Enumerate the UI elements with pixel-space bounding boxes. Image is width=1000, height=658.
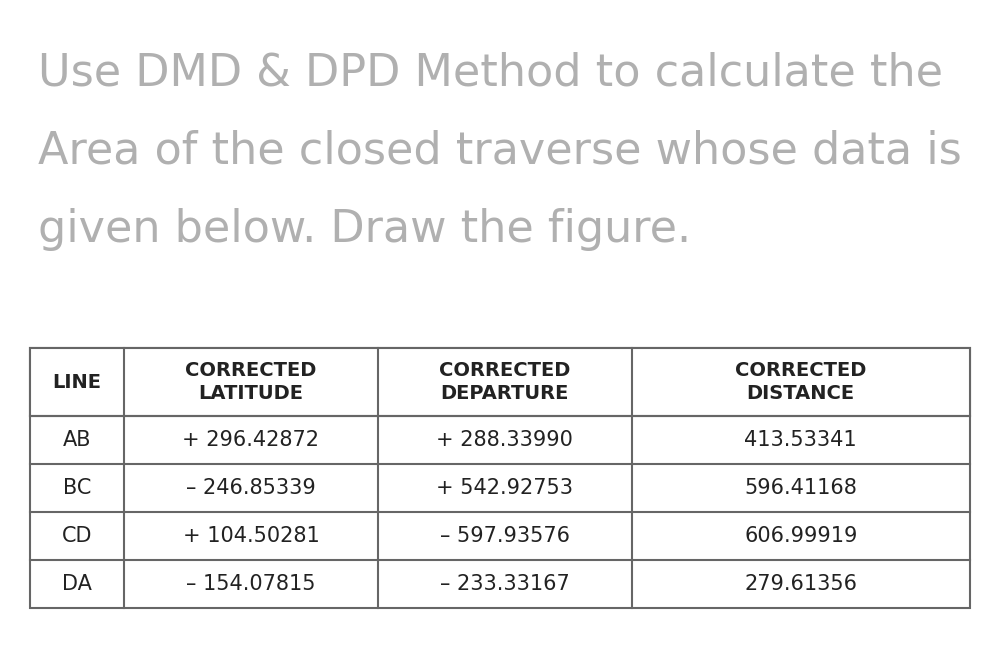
Text: LINE: LINE bbox=[52, 372, 102, 392]
Text: + 296.42872: + 296.42872 bbox=[182, 430, 319, 450]
Text: 413.53341: 413.53341 bbox=[744, 430, 857, 450]
Bar bbox=[30, 348, 970, 608]
Text: Area of the closed traverse whose data is: Area of the closed traverse whose data i… bbox=[38, 130, 962, 173]
Text: BC: BC bbox=[63, 478, 91, 498]
Text: – 154.07815: – 154.07815 bbox=[186, 574, 316, 594]
Text: DA: DA bbox=[62, 574, 92, 594]
Text: + 104.50281: + 104.50281 bbox=[183, 526, 319, 546]
Text: Use DMD & DPD Method to calculate the: Use DMD & DPD Method to calculate the bbox=[38, 52, 943, 95]
Text: – 597.93576: – 597.93576 bbox=[440, 526, 570, 546]
Text: 279.61356: 279.61356 bbox=[744, 574, 857, 594]
Text: + 288.33990: + 288.33990 bbox=[436, 430, 573, 450]
Text: + 542.92753: + 542.92753 bbox=[436, 478, 573, 498]
Text: CORRECTED
DEPARTURE: CORRECTED DEPARTURE bbox=[439, 361, 570, 403]
Text: AB: AB bbox=[63, 430, 91, 450]
Text: CD: CD bbox=[62, 526, 92, 546]
Text: – 233.33167: – 233.33167 bbox=[440, 574, 570, 594]
Text: – 246.85339: – 246.85339 bbox=[186, 478, 316, 498]
Text: 596.41168: 596.41168 bbox=[744, 478, 857, 498]
Text: CORRECTED
LATITUDE: CORRECTED LATITUDE bbox=[185, 361, 317, 403]
Text: CORRECTED
DISTANCE: CORRECTED DISTANCE bbox=[735, 361, 866, 403]
Bar bbox=[30, 348, 970, 416]
Text: given below. Draw the figure.: given below. Draw the figure. bbox=[38, 208, 691, 251]
Text: 606.99919: 606.99919 bbox=[744, 526, 857, 546]
